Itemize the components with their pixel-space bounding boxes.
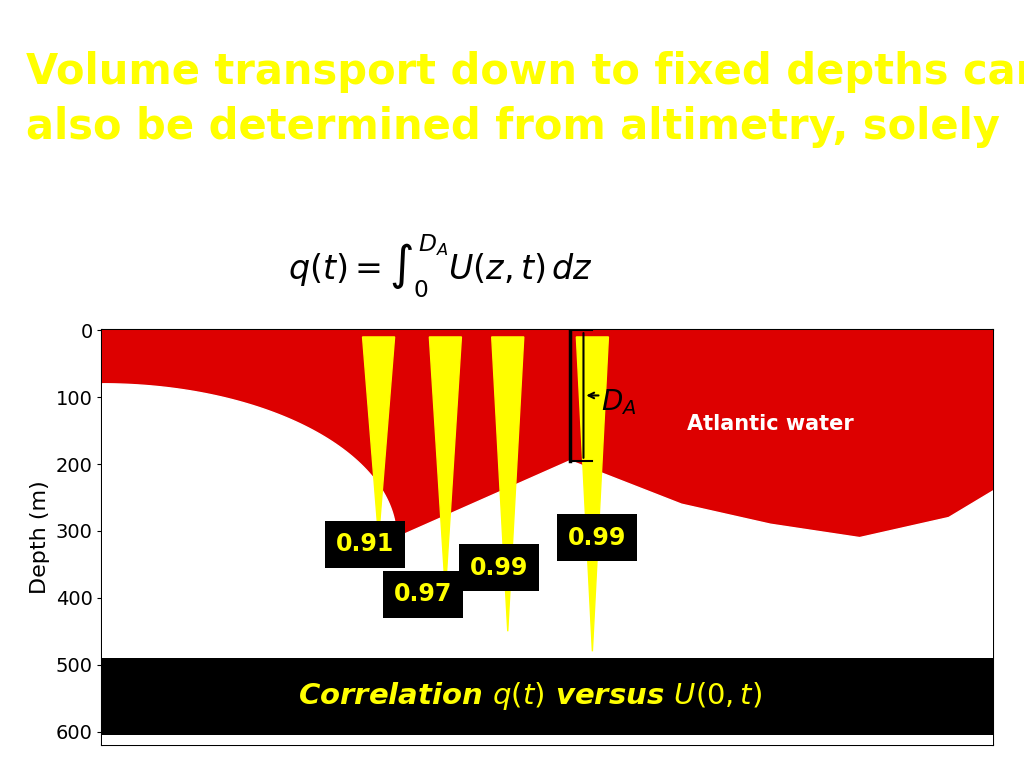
Text: 0.97: 0.97 — [394, 582, 453, 607]
Text: Atlantic water: Atlantic water — [687, 414, 854, 434]
Polygon shape — [102, 330, 993, 745]
Text: $D_A$: $D_A$ — [601, 387, 637, 417]
Polygon shape — [102, 384, 570, 745]
Bar — [102, 658, 993, 735]
Bar — [383, 571, 463, 618]
Text: $q(t) = \int_0^{D_A} U(z,t)\,dz$: $q(t) = \int_0^{D_A} U(z,t)\,dz$ — [288, 233, 593, 300]
Polygon shape — [429, 337, 462, 591]
Polygon shape — [570, 461, 993, 745]
Bar — [326, 521, 406, 568]
Y-axis label: Depth (m): Depth (m) — [30, 481, 50, 594]
Text: Correlation $q(t)$ versus $U(0,t)$: Correlation $q(t)$ versus $U(0,t)$ — [298, 680, 762, 712]
Polygon shape — [492, 337, 524, 631]
Bar — [557, 515, 637, 561]
Polygon shape — [102, 384, 396, 745]
Text: Volume transport down to fixed depths can
also be determined from altimetry, sol: Volume transport down to fixed depths ca… — [26, 51, 1024, 148]
Text: 0.99: 0.99 — [470, 556, 528, 580]
Polygon shape — [362, 337, 394, 538]
Text: 0.99: 0.99 — [567, 525, 626, 550]
Text: 0.91: 0.91 — [336, 532, 394, 556]
Polygon shape — [577, 337, 608, 651]
Polygon shape — [102, 330, 993, 538]
Bar — [459, 545, 539, 591]
